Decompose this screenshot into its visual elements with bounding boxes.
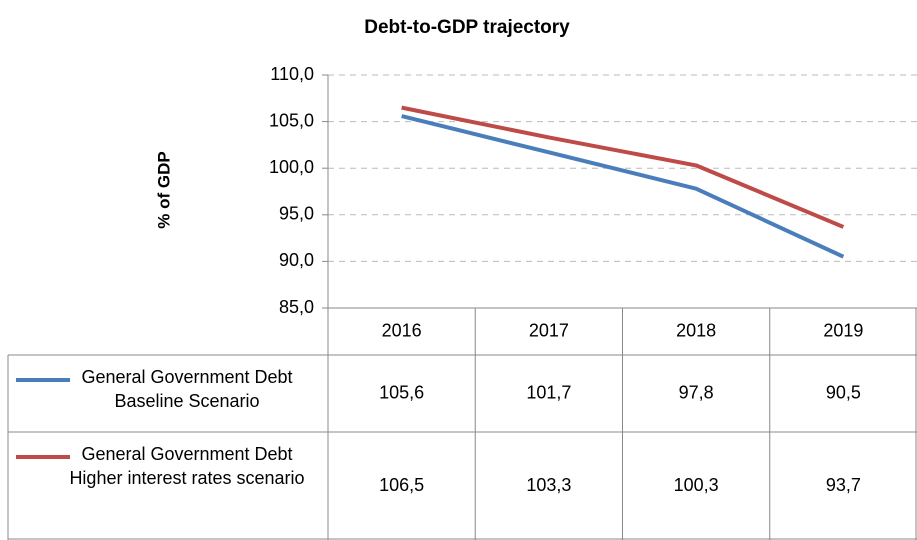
legend-label: General Government Debt Higher interest …	[69, 444, 305, 488]
line-series	[401, 114, 845, 259]
table-value: 97,8	[679, 382, 714, 402]
table-value: 106,5	[379, 475, 424, 495]
y-tick-label: 105,0	[269, 110, 314, 130]
y-tick-label: 95,0	[279, 204, 314, 224]
x-tick-label: 2016	[382, 320, 422, 340]
y-tick-label: 110,0	[270, 64, 314, 84]
table-value: 93,7	[826, 475, 861, 495]
table-value: 100,3	[674, 475, 719, 495]
table-value: 103,3	[526, 475, 571, 495]
legend-label: General Government Debt Baseline Scenari…	[81, 367, 293, 411]
y-axis-label: % of GDP	[154, 151, 173, 228]
chart-title: Debt-to-GDP trajectory	[364, 17, 570, 38]
y-tick-label: 85,0	[279, 297, 314, 317]
y-tick-label: 90,0	[279, 250, 314, 270]
x-tick-label: 2017	[529, 320, 569, 340]
table-value: 101,7	[526, 382, 571, 402]
line-series	[401, 105, 845, 229]
table-value: 90,5	[826, 382, 861, 402]
table-value: 105,6	[379, 382, 424, 402]
x-tick-label: 2018	[676, 320, 716, 340]
x-tick-label: 2019	[823, 320, 863, 340]
y-tick-label: 100,0	[269, 157, 314, 177]
